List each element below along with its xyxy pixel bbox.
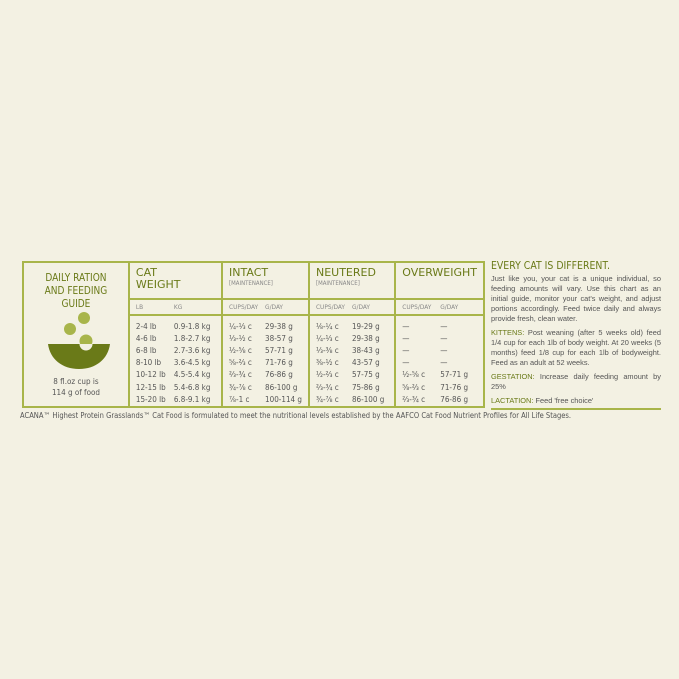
table-cell: 71-76 g [265, 358, 293, 368]
table-cell: 57-71 g [265, 345, 293, 355]
notes-title: EVERY CAT IS DIFFERENT. [491, 259, 610, 272]
table-cell: 8-10 lb [135, 358, 162, 368]
guide-cell: DAILY RATION AND FEEDING GUIDE 8 fl.oz cu… [24, 263, 130, 406]
table-cell: — [440, 345, 448, 355]
feeding-table: DAILY RATION AND FEEDING GUIDE 8 fl.oz cu… [22, 261, 485, 408]
divider [491, 408, 661, 410]
table-cell: 76-86 g [265, 370, 293, 380]
table-cell: 5.4-6.8 kg [173, 382, 211, 392]
gestation-note: GESTATION: Increase daily feeding amount… [491, 372, 661, 391]
cell-list: 2-4 lb 4-6 lb 6-8 lb 8-10 lb 10-12 lb 12-15 l… [136, 321, 174, 406]
table-cell: ⅝-⅔ c [229, 358, 252, 368]
table-cell: ¼-⅓ c [229, 321, 252, 331]
table-cell: ⅛-¼ c [315, 321, 339, 331]
notes-intro: Just like you, your cat is a unique indi… [491, 274, 661, 323]
guide-title: DAILY RATION AND FEEDING GUIDE [44, 271, 108, 310]
table-cell: 75-86 g [351, 382, 380, 392]
table-cell: 29-38 g [265, 321, 293, 331]
table-cell: ⅜-½ c [315, 358, 339, 368]
table-cell: ⅔-¾ c [229, 370, 252, 380]
table-cell: 15-20 lb [135, 394, 166, 404]
table-cell: 3.6-4.5 kg [173, 358, 211, 368]
weight-column: CAT WEIGHT LB KG 2-4 lb 4-6 lb 6-8 lb 8-10 lb… [129, 263, 224, 406]
table-cell: — [402, 345, 410, 355]
table-cell: ⅝-⅔ c [402, 382, 426, 392]
table-cell: 4.5-5.4 kg [173, 370, 211, 380]
table-cell: ¾-⅞ c [315, 394, 339, 404]
lactation-note: LACTATION: Feed 'free choice' [491, 396, 594, 405]
table-cell: 2-4 lb [135, 321, 157, 331]
table-cell: ¼-⅓ c [315, 333, 339, 343]
footer-note: ACANA™ Highest Protein Grasslands™ Cat F… [20, 411, 572, 420]
table-cell: ⅞-1 c [229, 394, 250, 404]
table-cell: — [402, 321, 410, 331]
table-cell: 6.8-9.1 kg [173, 394, 211, 404]
table-cell: 57-71 g [440, 370, 469, 380]
cell-list: 0.9-1.8 kg 1.8-2.7 kg 2.7-3.6 kg 3.6-4.5 kg… [174, 321, 211, 406]
table-cell: 2.7-3.6 kg [173, 345, 211, 355]
table-cell: 12-15 lb [135, 382, 166, 392]
table-cell: 4-6 lb [135, 333, 157, 343]
table-cell: 38-43 g [351, 345, 380, 355]
table-cell: ½-⅝ c [402, 370, 426, 380]
table-cell: — [402, 333, 410, 343]
table-cell: 100-114 g [265, 394, 302, 404]
table-cell: ⅔-¾ c [402, 394, 426, 404]
table-cell: ⅓-½ c [229, 333, 252, 343]
food-bowl-icon [48, 312, 110, 369]
table-cell: ¾-⅞ c [229, 382, 252, 392]
kittens-note: KITTENS: Post weaning (after 5 weeks old… [491, 328, 661, 367]
table-cell: 86-100 g [351, 394, 385, 404]
table-cell: 6-8 lb [135, 345, 157, 355]
table-cell: 57-75 g [351, 370, 380, 380]
table-cell: 10-12 lb [135, 370, 166, 380]
cell-list: — — — — ½-⅝ c ⅝-⅔ c ⅔-¾ c [402, 321, 440, 406]
table-cell: 43-57 g [351, 358, 380, 368]
weight-title: CAT [135, 266, 157, 279]
table-cell: 38-57 g [265, 333, 293, 343]
table-cell: 19-29 g [351, 321, 380, 331]
notes-panel: EVERY CAT IS DIFFERENT. Just like you, y… [491, 259, 661, 410]
table-cell: 1.8-2.7 kg [173, 333, 211, 343]
cell-list: ¼-⅓ c ⅓-½ c ½-⅝ c ⅝-⅔ c ⅔-¾ c ¾-⅞ c ⅞-1 c [229, 321, 265, 406]
neutered-column: NEUTERED [MAINTENANCE] CUPS/DAY G/DAY ⅛-¼ … [309, 263, 397, 406]
cell-list: ⅛-¼ c ¼-⅓ c ⅓-⅜ c ⅜-½ c ½-⅔ c ⅔-¾ c ¾-⅞ c [316, 321, 352, 406]
cell-list: 29-38 g 38-57 g 57-71 g 71-76 g 76-86 g 86-10… [265, 321, 302, 406]
table-cell: ⅔-¾ c [315, 382, 339, 392]
cell-list: — — — — 57-71 g 71-76 g 76-86 g [440, 321, 468, 406]
table-cell: ⅓-⅜ c [315, 345, 339, 355]
table-cell: ½-⅔ c [315, 370, 339, 380]
table-cell: 29-38 g [351, 333, 380, 343]
table-cell: — [440, 321, 448, 331]
table-cell: ½-⅝ c [229, 345, 252, 355]
cell-list: 19-29 g 29-38 g 38-43 g 43-57 g 57-75 g 75-86… [352, 321, 384, 406]
table-cell: — [440, 358, 448, 368]
table-cell: — [402, 358, 410, 368]
table-cell: 71-76 g [440, 382, 469, 392]
table-cell: — [440, 333, 448, 343]
table-cell: 0.9-1.8 kg [173, 321, 211, 331]
table-cell: 76-86 g [440, 394, 469, 404]
cup-note: 8 fl.oz cup is 114 g of food [51, 377, 100, 397]
table-cell: 86-100 g [265, 382, 298, 392]
